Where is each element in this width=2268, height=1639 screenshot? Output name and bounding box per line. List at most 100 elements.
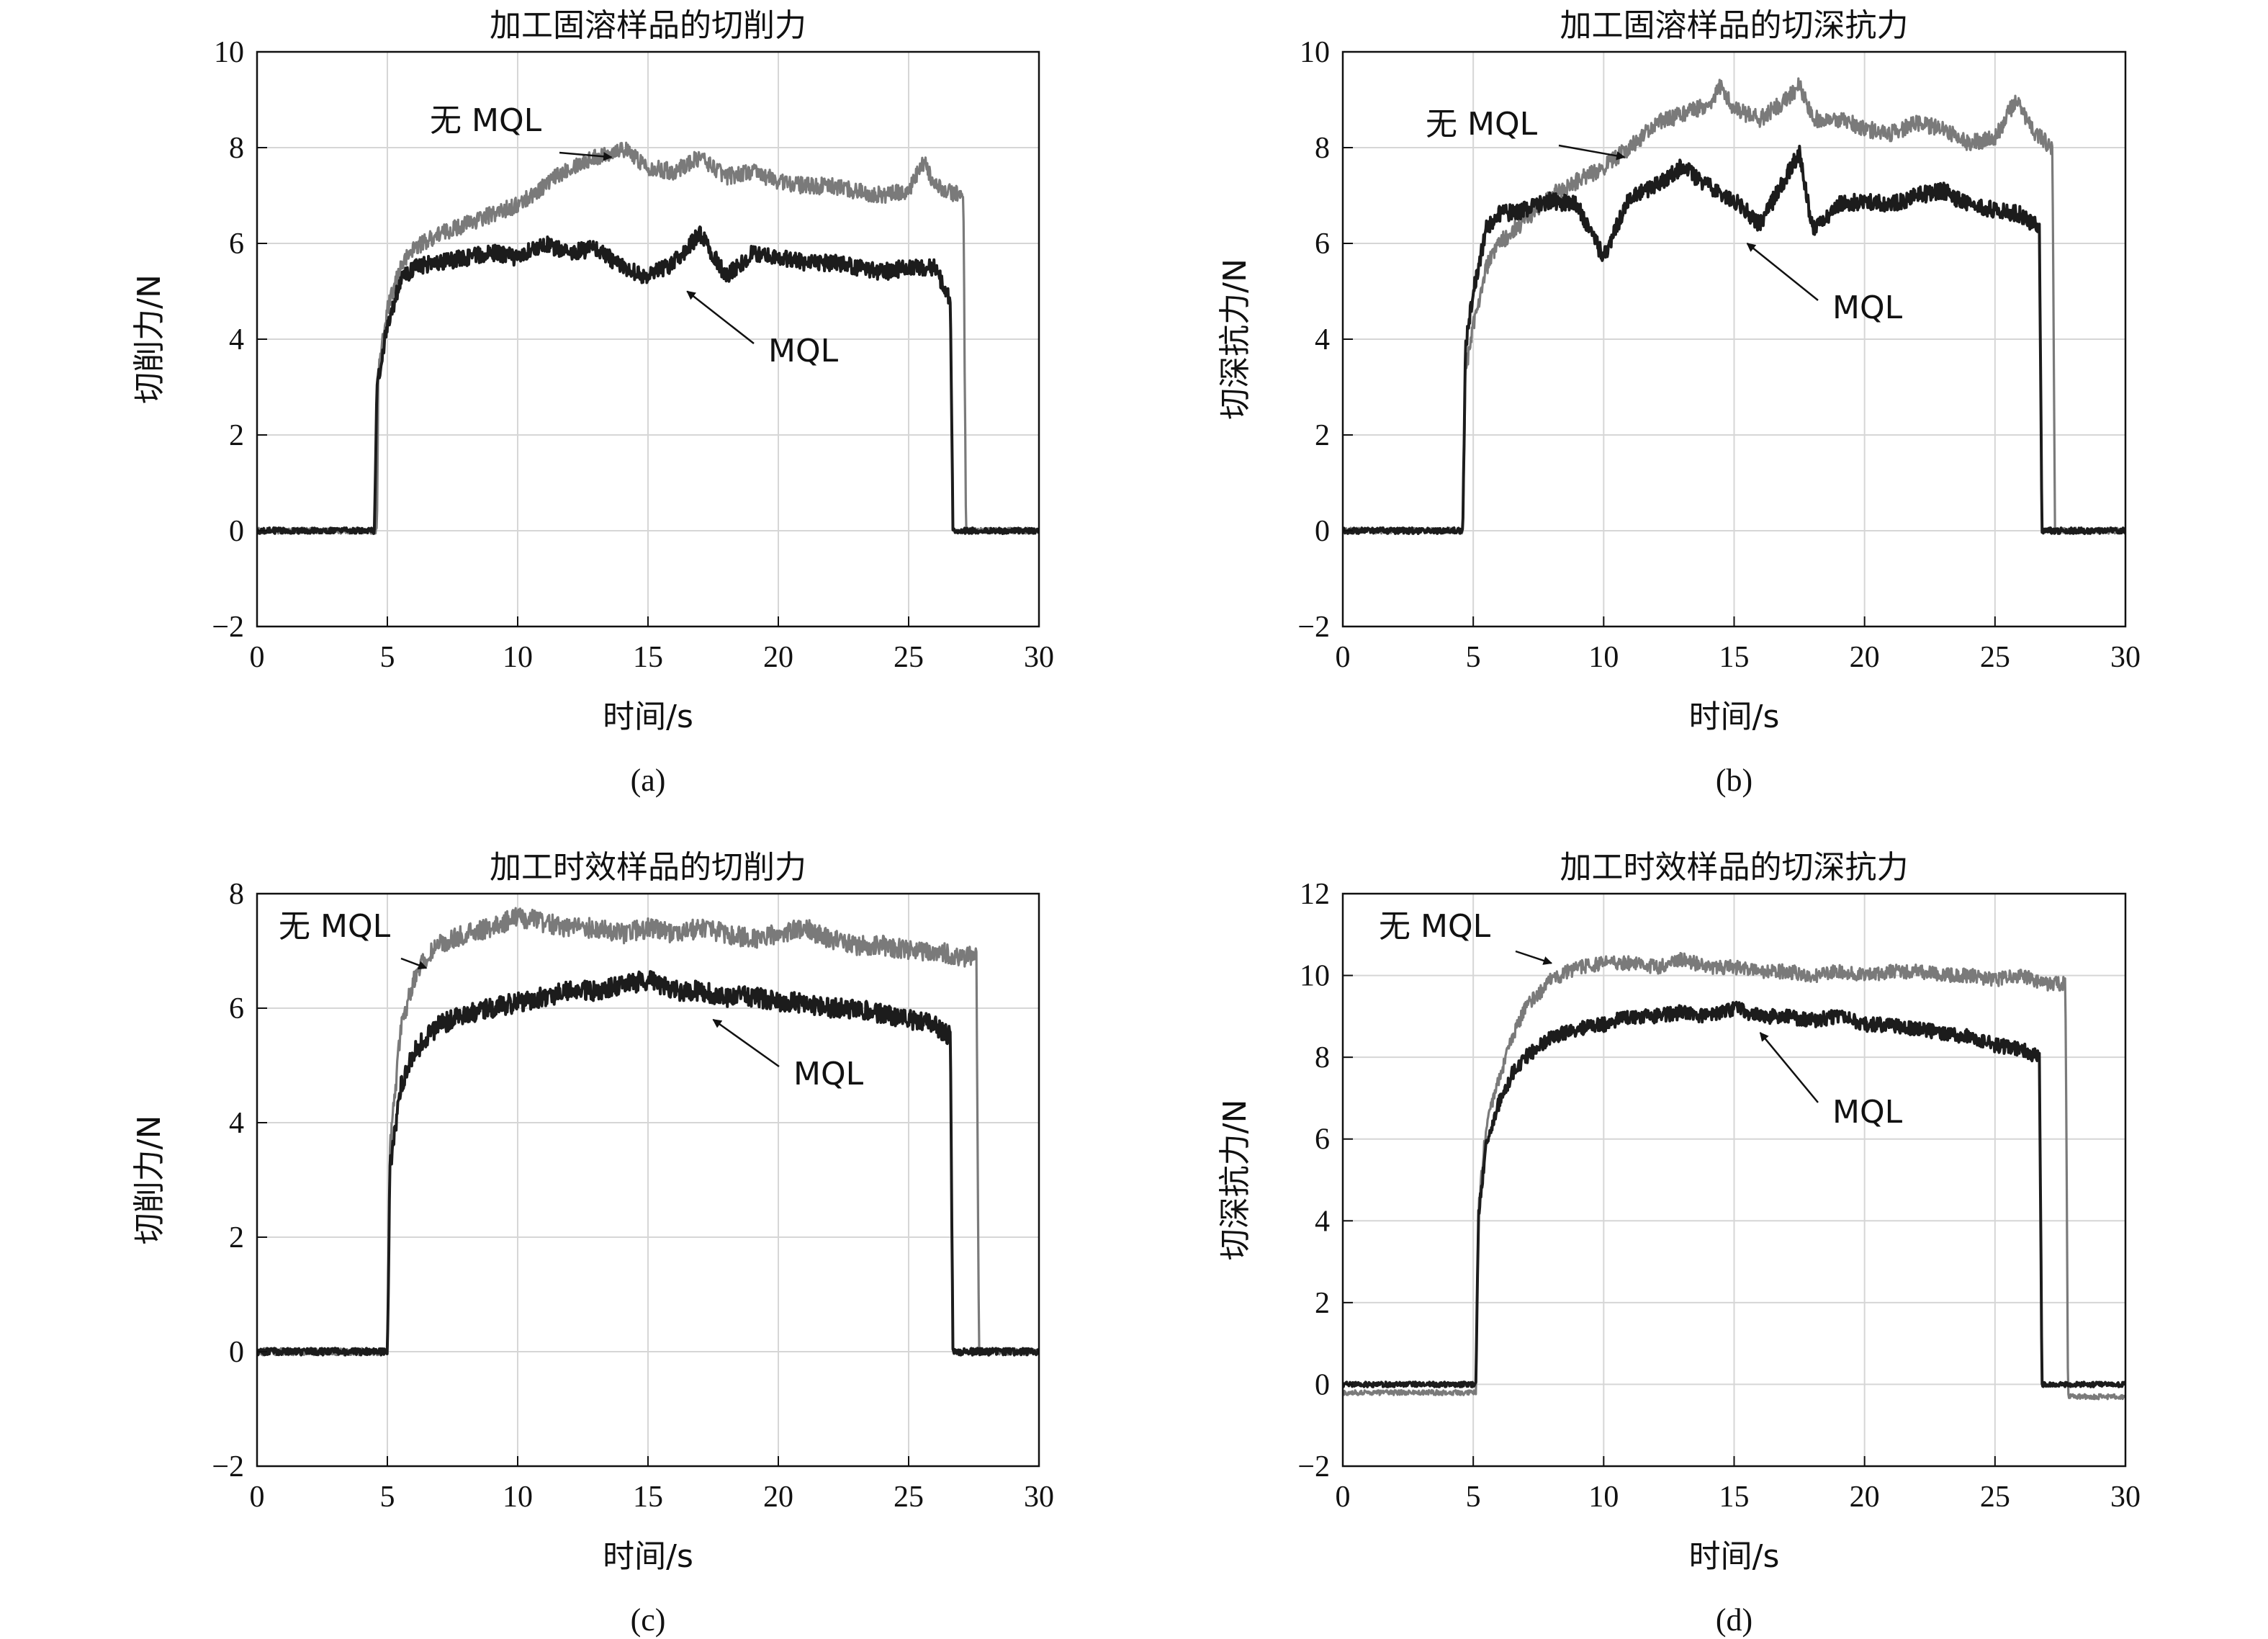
panel-caption: (a) xyxy=(631,763,666,798)
y-tick-label: 2 xyxy=(1315,1287,1330,1320)
x-tick-label: 30 xyxy=(2110,1481,2141,1514)
x-axis-label: 时间/s xyxy=(1689,699,1780,735)
annotation-arrow-mql xyxy=(1746,243,1819,301)
annotation-arrow-no-mql xyxy=(1558,144,1626,161)
x-tick-label: 10 xyxy=(1588,1481,1619,1514)
panel-caption: (c) xyxy=(631,1602,666,1638)
chart-title: 加工固溶样品的切深抗力 xyxy=(1560,7,1909,44)
y-tick-label: 10 xyxy=(1300,36,1330,69)
x-tick-label: 15 xyxy=(1719,1481,1750,1514)
series-line-no-mql xyxy=(1343,951,2125,1401)
series-group xyxy=(1343,77,2125,535)
annotation-label-no-mql: 无 MQL xyxy=(1426,106,1538,143)
x-tick-label: 10 xyxy=(503,1481,533,1514)
x-tick-label: 30 xyxy=(1024,1481,1054,1514)
y-tick-label: 0 xyxy=(229,515,244,548)
y-axis-label: 切深抗力/N xyxy=(1217,1100,1254,1261)
y-tick-label: 8 xyxy=(1315,1041,1330,1074)
y-axis-label: 切深抗力/N xyxy=(1217,259,1254,420)
annotation-label-no-mql: 无 MQL xyxy=(430,102,542,139)
y-tick-label: 6 xyxy=(1315,228,1330,261)
y-tick-label: 2 xyxy=(229,419,244,452)
annotation-arrow-no-mql xyxy=(400,957,428,970)
x-tick-label: 5 xyxy=(380,641,395,674)
annotation-arrow-no-mql xyxy=(559,151,613,161)
annotation-label-mql: MQL xyxy=(768,333,839,369)
x-tick-label: 0 xyxy=(1336,641,1351,674)
y-tick-label: 2 xyxy=(1315,419,1330,452)
y-tick-label: 4 xyxy=(1315,323,1330,356)
y-tick-label: 6 xyxy=(1315,1123,1330,1157)
y-tick-label: −2 xyxy=(1297,1450,1330,1483)
y-tick-label: −2 xyxy=(1297,611,1330,644)
y-tick-label: −2 xyxy=(212,611,244,644)
series-line-mql xyxy=(257,225,1039,535)
chart-title: 加工时效样品的切深抗力 xyxy=(1560,849,1909,886)
y-tick-label: 10 xyxy=(1300,960,1330,993)
x-tick-label: 15 xyxy=(633,1481,663,1514)
chart-panel-b: 0 5 10 15 20 25 30−20246810加工固溶样品的切深抗力时间/s切深抗力… xyxy=(1217,7,2141,798)
chart-panel-d: 0 5 10 15 20 25 30−2024681012加工时效样品的切深抗力时间/s切深… xyxy=(1217,849,2141,1638)
panel-caption: (d) xyxy=(1716,1602,1752,1638)
series-line-mql xyxy=(1343,145,2125,535)
series-group xyxy=(257,141,1039,535)
x-tick-label: 25 xyxy=(894,641,924,674)
y-axis-label: 切削力/N xyxy=(131,1115,168,1245)
y-tick-label: 0 xyxy=(1315,1368,1330,1401)
annotation-arrow-mql xyxy=(1759,1032,1819,1103)
x-tick-label: 30 xyxy=(2110,641,2141,674)
x-tick-label: 20 xyxy=(1850,1481,1880,1514)
x-tick-label: 5 xyxy=(1466,1481,1481,1514)
x-axis-label: 时间/s xyxy=(1689,1538,1780,1575)
x-tick-label: 10 xyxy=(503,641,533,674)
chart-panel-c: 0 5 10 15 20 25 30−202468加工时效样品的切削力时间/s切削力/N(c… xyxy=(131,849,1054,1638)
series-line-mql xyxy=(257,970,1039,1357)
y-tick-label: 12 xyxy=(1300,878,1330,911)
x-tick-label: 5 xyxy=(380,1481,395,1514)
x-tick-label: 5 xyxy=(1466,641,1481,674)
y-tick-label: 2 xyxy=(229,1221,244,1254)
x-tick-label: 15 xyxy=(633,641,663,674)
series-line-no-mql xyxy=(1343,77,2125,535)
chart-title: 加工时效样品的切削力 xyxy=(490,849,806,886)
chart-title: 加工固溶样品的切削力 xyxy=(490,7,806,44)
y-tick-label: 8 xyxy=(229,878,244,911)
x-tick-label: 25 xyxy=(1980,1481,2010,1514)
x-axis-label: 时间/s xyxy=(603,699,693,735)
annotation-label-no-mql: 无 MQL xyxy=(1379,908,1491,945)
annotation-label-mql: MQL xyxy=(793,1056,864,1092)
series-line-no-mql xyxy=(257,141,1039,535)
y-tick-label: 6 xyxy=(229,228,244,261)
y-tick-label: 4 xyxy=(229,1107,244,1140)
y-tick-label: 8 xyxy=(229,132,244,165)
x-tick-label: 15 xyxy=(1719,641,1750,674)
y-tick-label: 6 xyxy=(229,992,244,1025)
y-axis-label: 切削力/N xyxy=(131,274,168,404)
x-tick-label: 30 xyxy=(1024,641,1054,674)
series-group xyxy=(257,907,1039,1357)
x-tick-label: 20 xyxy=(1850,641,1880,674)
chart-panel-a: 0 5 10 15 20 25 30−20246810加工固溶样品的切削力时间/s切削力/N… xyxy=(131,7,1054,798)
x-tick-label: 25 xyxy=(894,1481,924,1514)
x-tick-label: 0 xyxy=(250,641,265,674)
y-tick-label: 8 xyxy=(1315,132,1330,165)
y-tick-label: 10 xyxy=(214,36,244,69)
y-tick-label: 4 xyxy=(1315,1205,1330,1238)
series-line-mql xyxy=(1343,1000,2125,1388)
x-tick-label: 20 xyxy=(763,641,793,674)
x-tick-label: 0 xyxy=(250,1481,265,1514)
x-tick-label: 0 xyxy=(1336,1481,1351,1514)
annotation-label-mql: MQL xyxy=(1832,289,1903,326)
annotation-arrow-mql xyxy=(686,290,755,344)
x-tick-label: 25 xyxy=(1980,641,2010,674)
annotation-label-no-mql: 无 MQL xyxy=(279,908,391,945)
annotation-arrow-no-mql xyxy=(1515,950,1553,965)
y-tick-label: 4 xyxy=(229,323,244,356)
x-axis-label: 时间/s xyxy=(603,1538,693,1575)
panel-caption: (b) xyxy=(1716,763,1752,798)
annotation-arrow-mql xyxy=(712,1018,780,1068)
series-group xyxy=(1343,951,2125,1401)
x-tick-label: 10 xyxy=(1588,641,1619,674)
